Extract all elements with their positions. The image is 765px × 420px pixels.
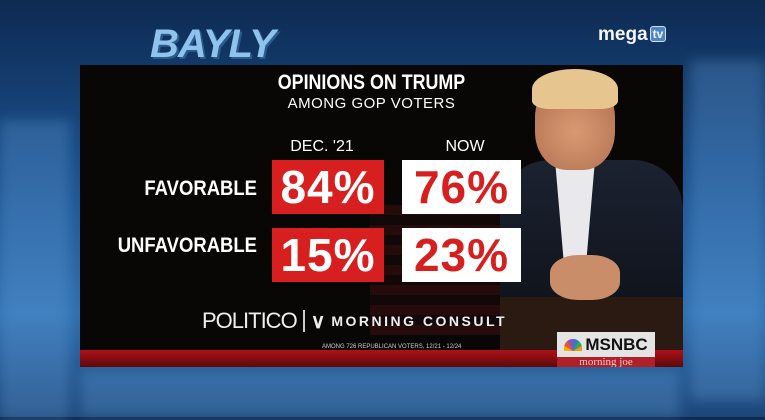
morning-consult-icon: ∨	[310, 310, 326, 333]
row-label-unfavorable: UNFAVORABLE	[117, 234, 257, 257]
bayly-logo: BAYLY	[150, 22, 276, 66]
unfavorable-dec-21-value: 15%	[272, 228, 384, 282]
column-header-dec-21: DEC. '21	[290, 138, 354, 155]
red-strip	[80, 350, 683, 367]
source-logos: POLITICO ∨ MORNING CONSULT	[202, 308, 507, 334]
mega-logo-text: mega	[598, 24, 648, 45]
graphic-subtitle: AMONG GOP VOTERS	[287, 95, 456, 112]
column-header-now: NOW	[445, 138, 485, 155]
tv-badge: tv	[649, 26, 667, 42]
peacock-icon	[564, 338, 583, 351]
morning-consult-logo: MORNING CONSULT	[331, 313, 508, 329]
unfavorable-now-value: 23%	[402, 228, 521, 282]
poll-graphic: OPINIONS ON TRUMP AMONG GOP VOTERS DEC. …	[80, 65, 683, 367]
background-light	[80, 370, 680, 417]
favorable-dec-21-value: 84%	[272, 160, 384, 214]
row-label-favorable: FAVORABLE	[144, 177, 257, 200]
divider	[302, 310, 305, 332]
favorable-now-value: 76%	[402, 160, 521, 214]
msnbc-logo: MSNBC	[557, 332, 655, 357]
graphic-title: OPINIONS ON TRUMP	[277, 71, 466, 94]
background-light	[690, 60, 765, 400]
background-light	[0, 120, 70, 420]
morning-joe-logo: morning joe	[557, 357, 655, 367]
footnote: AMONG 726 REPUBLICAN VOTERS, 12/21 - 12/…	[322, 344, 462, 350]
msnbc-text: MSNBC	[585, 334, 648, 354]
mega-tv-logo: mega tv	[598, 24, 667, 46]
politico-logo: POLITICO	[202, 308, 298, 333]
